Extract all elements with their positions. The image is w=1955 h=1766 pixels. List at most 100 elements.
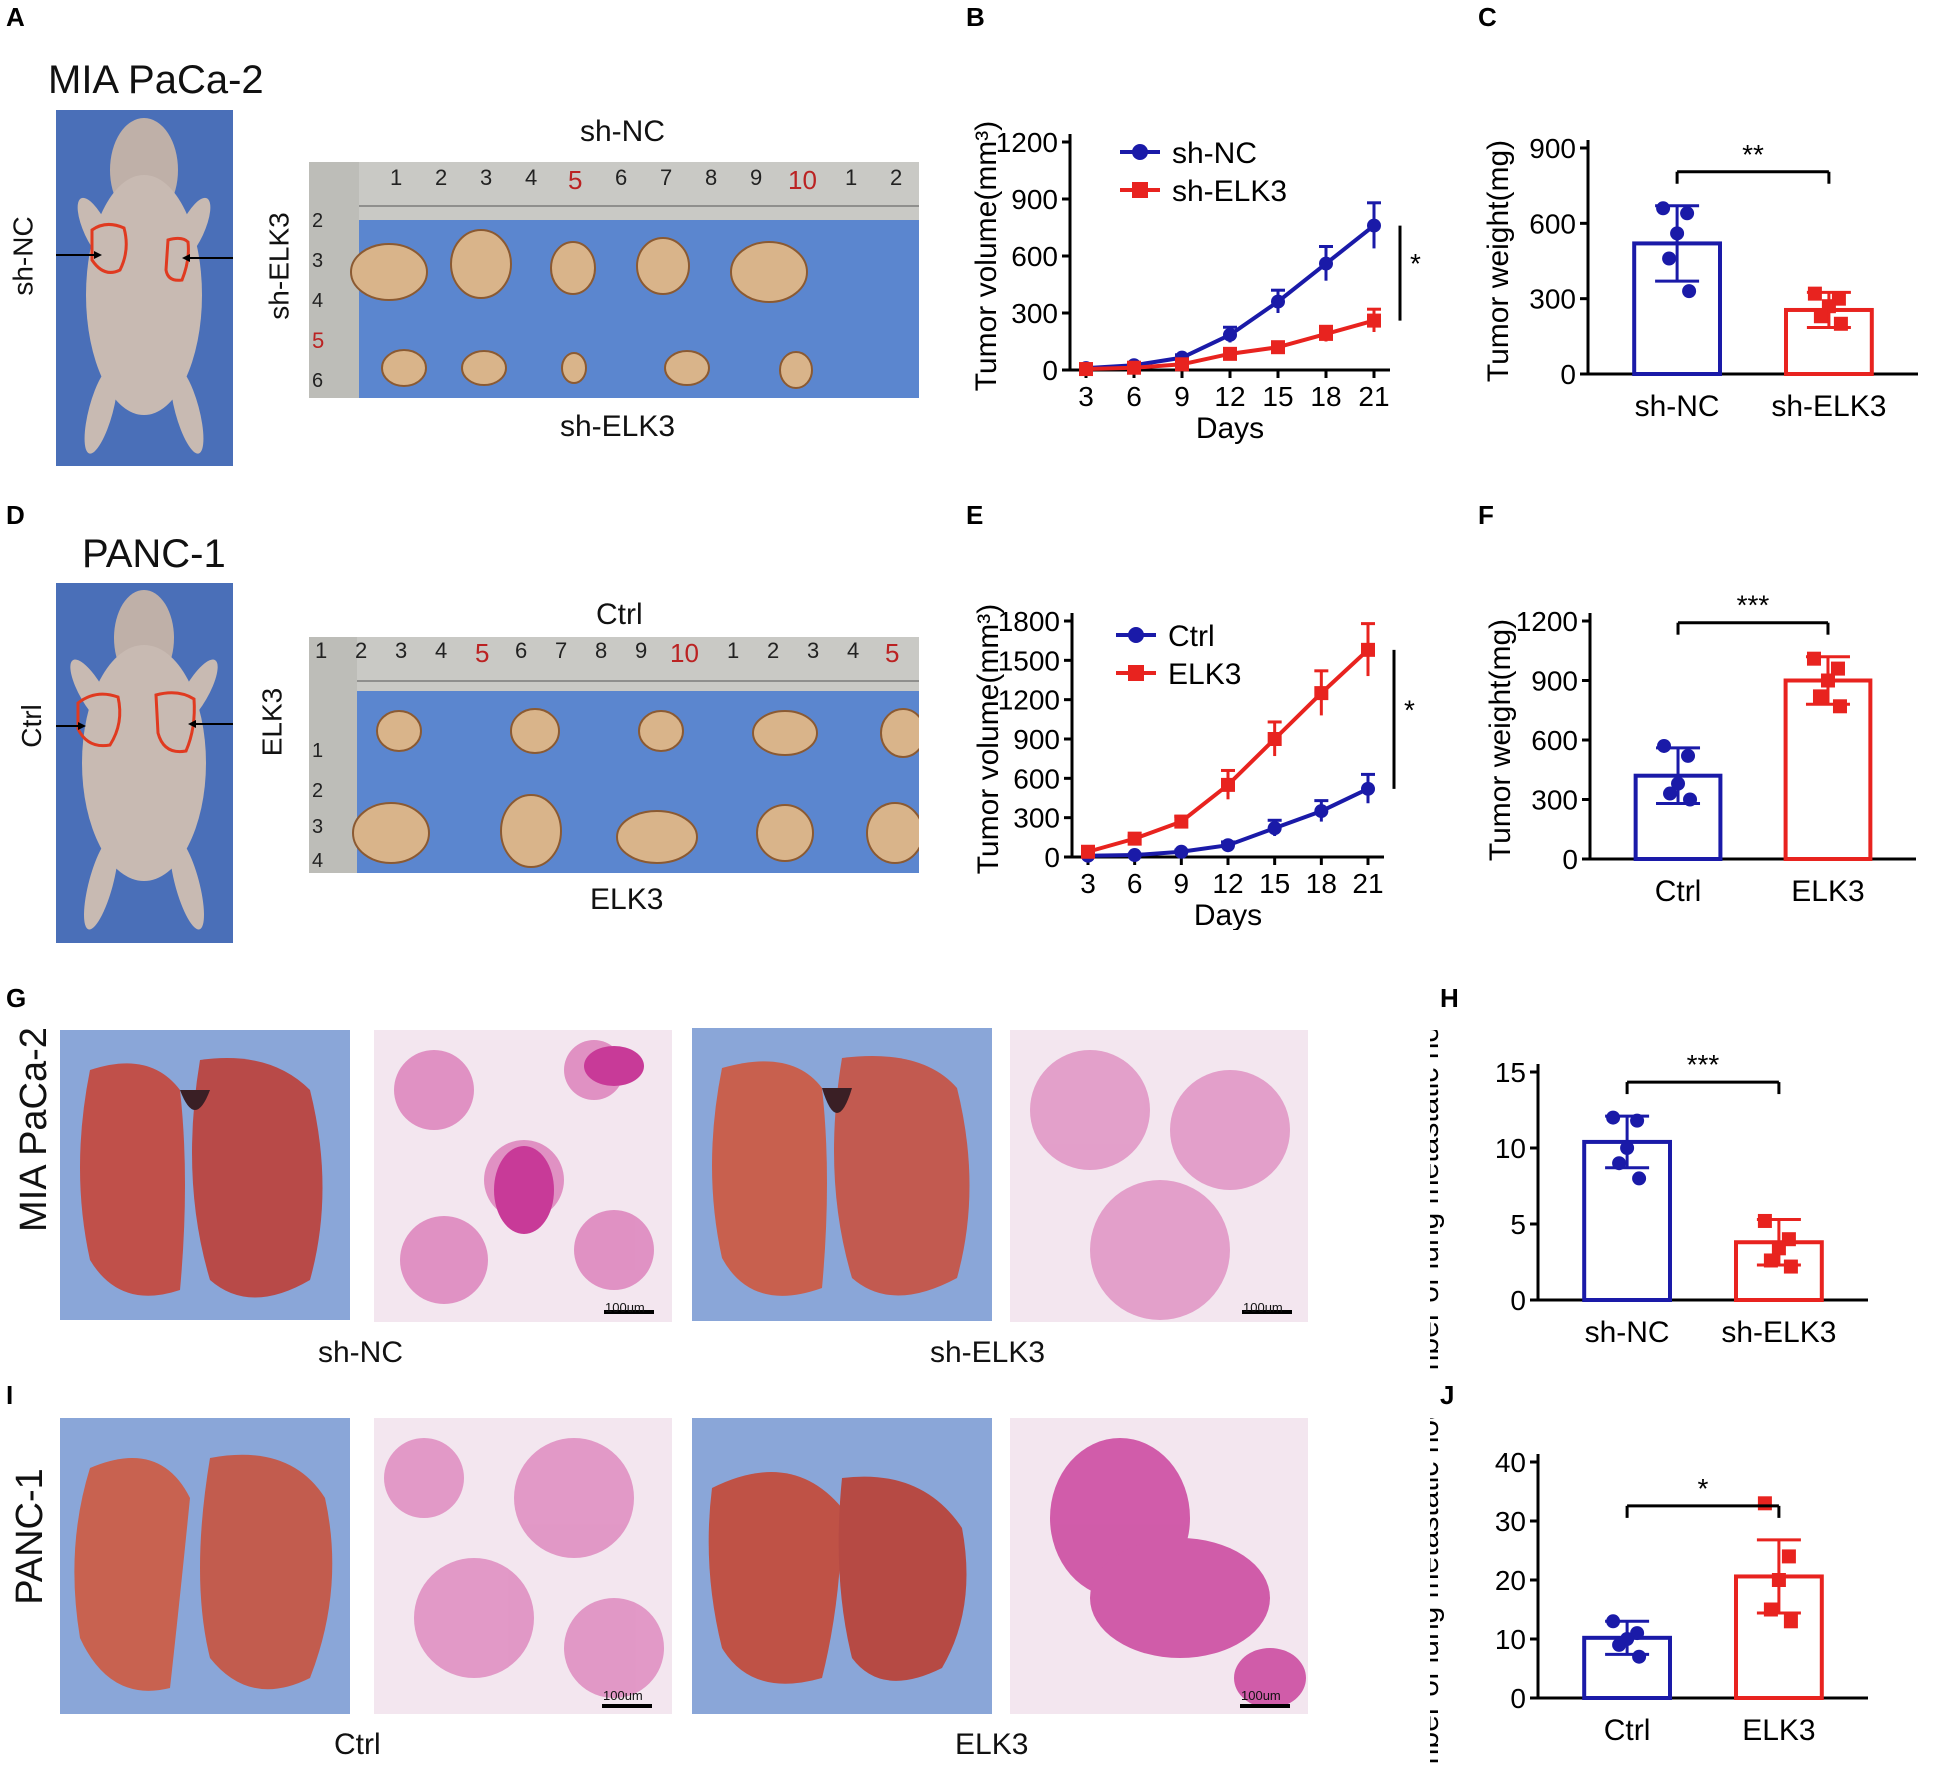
- ruler-number: 2: [767, 638, 780, 663]
- tumor-bottom-label-mia: sh-ELK3: [560, 410, 676, 443]
- chart-b-tumor-volume-mia: 0 300 600 900 1200 3 6 9 12 15 18 21 Days Tumor volum…: [970, 121, 1421, 445]
- y-tick-label: 900: [1529, 133, 1576, 164]
- ruler-number: 2: [890, 165, 903, 190]
- lung-photo-mia-shelk3: [692, 1028, 992, 1321]
- chart-j-lung-nodules-panc: 0 10 20 30 40 Ctrl ELK3 * Number of lung metasta…: [1430, 1418, 1868, 1763]
- data-point: [1314, 686, 1329, 701]
- tumor-illustration-mia: [309, 162, 919, 398]
- data-point: [1812, 689, 1827, 704]
- y-tick-label: 0: [1510, 1285, 1526, 1316]
- data-point: [1630, 1113, 1645, 1128]
- data-point: [1127, 848, 1142, 863]
- y-tick-label: 30: [1495, 1506, 1526, 1537]
- ruler-number: 4: [847, 638, 860, 663]
- data-point: [1361, 642, 1375, 657]
- y-axis-title: Number of lung metastatic nodules: [1430, 1418, 1445, 1763]
- data-point: [1606, 1614, 1621, 1629]
- ruler-number: 7: [660, 165, 673, 190]
- data-point: [1757, 1213, 1772, 1228]
- lung-left-label-panc: Ctrl: [334, 1728, 381, 1761]
- data-point: [1771, 1573, 1786, 1587]
- ruler-number: 5: [885, 638, 900, 668]
- ruler-number: 9: [750, 165, 763, 190]
- data-point: [1271, 294, 1285, 309]
- data-point: [1223, 346, 1237, 361]
- data-point: [1174, 844, 1189, 859]
- panel-letter-a: A: [6, 2, 25, 32]
- y-tick-label: 1200: [996, 127, 1058, 158]
- ruler-number: 8: [595, 638, 608, 663]
- x-tick-label: sh-NC: [1585, 1316, 1670, 1349]
- data-point: [1221, 777, 1235, 792]
- data-point: [1807, 286, 1822, 301]
- scale-bar-label: 100um: [1241, 1688, 1281, 1703]
- x-tick-label: Ctrl: [1604, 1714, 1651, 1747]
- tumor-outline-left: [76, 692, 122, 748]
- panel-letter-b: B: [966, 2, 985, 32]
- x-tick-label: ELK3: [1791, 875, 1864, 908]
- data-point: [1830, 661, 1845, 676]
- data-point: [1681, 748, 1696, 763]
- data-point: [1657, 738, 1672, 753]
- data-point: [1783, 1614, 1798, 1629]
- ruler-side-numbers-panc: 1 2 3 4: [312, 700, 342, 880]
- ruler-number: 7: [555, 638, 568, 663]
- data-point: [1612, 1156, 1627, 1171]
- data-point: [1612, 1637, 1627, 1652]
- legend-marker: [1128, 665, 1144, 681]
- ruler-number: 5: [475, 638, 490, 668]
- panel-letter-d: D: [6, 500, 25, 530]
- tumor-outline-right: [154, 691, 196, 754]
- data-point: [1367, 313, 1381, 328]
- x-tick-label: 9: [1174, 381, 1190, 412]
- y-axis-title: Tumor volume(mm³): [970, 121, 1003, 392]
- data-point: [1763, 1253, 1778, 1268]
- data-point: [1833, 316, 1848, 331]
- legend-marker: [1128, 627, 1144, 643]
- y-tick-label: 1200: [1516, 606, 1578, 637]
- x-tick-label: 3: [1078, 381, 1094, 412]
- scale-bar-label: 100um: [605, 1300, 645, 1315]
- he-illustration: [1030, 1050, 1292, 1320]
- x-tick-label: sh-ELK3: [1721, 1316, 1836, 1349]
- x-tick-label: ELK3: [1742, 1714, 1815, 1747]
- x-tick-label: 12: [1214, 381, 1245, 412]
- scale-bar-label: 100um: [603, 1688, 643, 1703]
- mouse-right-label-panc: ELK3: [256, 687, 288, 757]
- ruler-number: 1: [315, 638, 328, 663]
- lung-right-label-panc: ELK3: [955, 1728, 1029, 1761]
- panel-letter-h: H: [1440, 983, 1459, 1013]
- lung-illustration: [708, 1472, 967, 1684]
- tumor-bottom-label-panc: ELK3: [590, 883, 664, 916]
- data-point: [1832, 699, 1847, 714]
- ruler-side-number: 2: [312, 780, 324, 802]
- ruler-side-number: 3: [312, 250, 324, 272]
- data-point: [1267, 821, 1282, 836]
- ruler-numbers-panc: 1 2 3 4 5 6 7 8 9 10 1 2 3 4 5: [315, 638, 915, 668]
- mouse-photo-panc: [56, 583, 233, 943]
- lung-illustration: [712, 1056, 970, 1296]
- ruler-number: 3: [480, 165, 493, 190]
- ruler-number: 4: [525, 165, 538, 190]
- ruler-side-number: 2: [312, 210, 324, 232]
- tumor-top-label-mia: sh-NC: [580, 115, 666, 148]
- data-point: [1127, 831, 1142, 846]
- data-point: [1680, 206, 1695, 221]
- data-point: [1783, 1259, 1798, 1274]
- tumor-illustration-panc: [309, 637, 919, 873]
- y-tick-label: 300: [1531, 785, 1578, 816]
- scale-bar-label: 100um: [1243, 1300, 1283, 1315]
- ruler-number: 5: [568, 165, 583, 195]
- bar-elk3: [1783, 678, 1873, 861]
- data-point: [1763, 1602, 1778, 1617]
- data-point: [1683, 792, 1698, 807]
- y-tick-label: 5: [1510, 1209, 1526, 1240]
- y-tick-label: 40: [1495, 1447, 1526, 1478]
- panel-letter-j: J: [1440, 1380, 1455, 1410]
- mouse-right-label-mia: sh-ELK3: [263, 212, 295, 320]
- tumor-outline-left: [90, 223, 128, 274]
- data-point: [1757, 1496, 1772, 1511]
- data-point: [1813, 309, 1828, 324]
- ruler-numbers-mia: 1 2 3 4 5 6 7 8 9 10 1 2: [390, 165, 930, 195]
- y-tick-label: 900: [1011, 184, 1058, 215]
